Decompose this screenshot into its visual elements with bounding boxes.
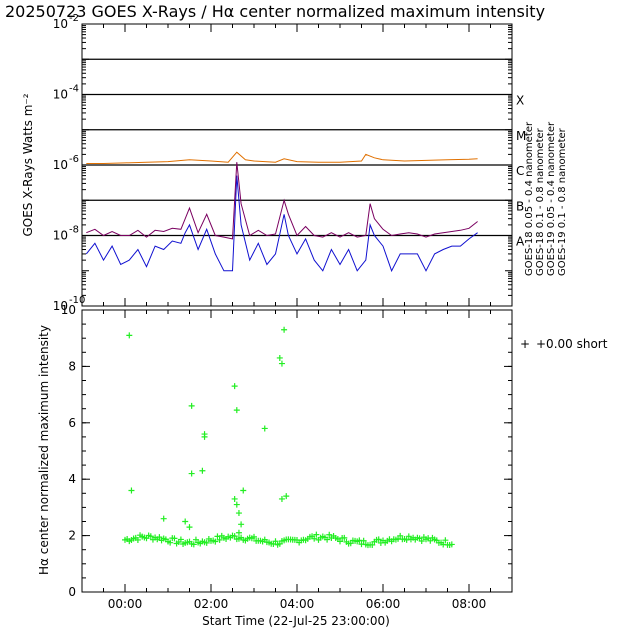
halpha-point bbox=[182, 518, 189, 525]
halpha-point bbox=[128, 487, 135, 494]
halpha-baseline-point bbox=[397, 532, 404, 539]
halpha-point bbox=[283, 493, 290, 500]
halpha-point bbox=[240, 487, 247, 494]
legend-entry: GOES-19 0.05 - 0.4 nanometer bbox=[546, 121, 557, 276]
halpha-baseline-point bbox=[311, 535, 318, 542]
y-tick-label: 6 bbox=[68, 416, 76, 430]
series-line-2 bbox=[86, 151, 478, 164]
halpha-point bbox=[201, 433, 208, 440]
halpha-baseline-point bbox=[167, 539, 174, 546]
halpha-baseline-point bbox=[251, 533, 257, 540]
halpha-panel: 0 2 4 6 8 10 00:00 02:00 04:00 06:00 08:00 + +0.00 s… bbox=[61, 303, 608, 611]
halpha-baseline-point bbox=[134, 536, 141, 543]
halpha-point bbox=[261, 425, 268, 432]
halpha-point bbox=[126, 332, 133, 339]
halpha-baseline-point bbox=[375, 536, 382, 543]
halpha-point bbox=[231, 495, 238, 502]
y-tick-label: 0 bbox=[68, 585, 76, 599]
legend-entry: GOES-18 0.05 - 0.4 nanometer bbox=[524, 121, 535, 276]
halpha-legend-label: +0.00 short bbox=[536, 337, 608, 351]
flare-class-label-x: X bbox=[516, 94, 524, 108]
legend-entry: GOES-18 0.1 - 0.8 nanometer bbox=[535, 127, 546, 276]
y-tick-exponent: -2 bbox=[69, 13, 79, 24]
halpha-baseline-point bbox=[212, 538, 219, 545]
series-line-1 bbox=[86, 162, 478, 240]
halpha-baseline-point bbox=[147, 533, 154, 540]
y-tick-label: 10 bbox=[53, 158, 68, 172]
x-tick-label: 04:00 bbox=[280, 597, 315, 611]
halpha-baseline-point bbox=[171, 535, 178, 542]
halpha-baseline-point bbox=[360, 537, 367, 544]
x-tick-label: 00:00 bbox=[108, 597, 143, 611]
halpha-baseline-point bbox=[326, 531, 333, 538]
halpha-baseline-point bbox=[313, 531, 320, 538]
halpha-y-axis-label: Hα center normalized maximum intensity bbox=[37, 325, 51, 575]
halpha-baseline-point bbox=[369, 541, 376, 548]
halpha-point bbox=[235, 529, 242, 536]
halpha-baseline-point bbox=[337, 538, 343, 545]
halpha-point bbox=[188, 402, 195, 409]
halpha-point bbox=[199, 467, 206, 474]
halpha-plot-frame bbox=[81, 309, 513, 593]
halpha-baseline-point bbox=[418, 538, 425, 545]
series-line-0 bbox=[85, 175, 478, 273]
halpha-baseline-point bbox=[405, 533, 412, 540]
halpha-point bbox=[186, 524, 193, 531]
y-tick-label: 10 bbox=[61, 303, 76, 317]
halpha-point bbox=[238, 521, 245, 528]
halpha-baseline-point bbox=[177, 536, 184, 543]
y-tick-label: 4 bbox=[68, 472, 76, 486]
halpha-point bbox=[281, 326, 288, 333]
halpha-point bbox=[276, 354, 283, 361]
x-tick-label: 02:00 bbox=[194, 597, 229, 611]
halpha-baseline-point bbox=[216, 536, 223, 543]
y-tick-label: 8 bbox=[68, 359, 76, 373]
halpha-legend-marker: + bbox=[520, 337, 530, 351]
halpha-baseline-point bbox=[448, 541, 455, 548]
halpha-baseline-point bbox=[272, 538, 279, 545]
flare-class-label-b: B bbox=[516, 199, 524, 213]
halpha-point bbox=[278, 495, 285, 502]
flare-class-label-c: C bbox=[516, 164, 524, 178]
y-tick-exponent: -6 bbox=[69, 154, 79, 165]
halpha-baseline-point bbox=[156, 534, 163, 541]
y-tick-exponent: -4 bbox=[69, 84, 79, 95]
y-tick-exponent: -8 bbox=[69, 225, 79, 236]
y-tick-label: 10 bbox=[53, 229, 68, 243]
y-tick-exponent: -10 bbox=[69, 295, 85, 306]
halpha-point bbox=[233, 501, 240, 508]
halpha-point bbox=[278, 360, 285, 367]
y-tick-label: 10 bbox=[53, 17, 68, 31]
halpha-point bbox=[235, 510, 242, 517]
x-tick-label: 08:00 bbox=[452, 597, 487, 611]
y-tick-label: 10 bbox=[53, 88, 68, 102]
xray-y-axis-label: GOES X-Rays Watts m⁻² bbox=[21, 93, 35, 236]
halpha-point bbox=[188, 470, 195, 477]
halpha-baseline-point bbox=[442, 537, 449, 544]
halpha-baseline-point bbox=[324, 536, 331, 543]
x-axis-label: Start Time (22-Jul-25 23:00:00) bbox=[202, 614, 390, 628]
chart-title: 20250723 GOES X-Rays / Hα center normali… bbox=[5, 2, 545, 21]
halpha-point bbox=[160, 515, 167, 522]
y-tick-label: 10 bbox=[53, 299, 68, 313]
halpha-point bbox=[233, 407, 240, 414]
halpha-point bbox=[231, 383, 238, 390]
legend-entry: GOES-19 0.1 - 0.8 nanometer bbox=[557, 127, 568, 276]
y-tick-label: 2 bbox=[68, 529, 76, 543]
flare-class-label-a: A bbox=[516, 235, 525, 249]
x-tick-label: 06:00 bbox=[366, 597, 401, 611]
flare-class-label-m: M bbox=[516, 129, 526, 143]
halpha-baseline-point bbox=[190, 541, 197, 548]
halpha-baseline-point bbox=[341, 534, 348, 541]
halpha-baseline-point bbox=[203, 539, 210, 546]
